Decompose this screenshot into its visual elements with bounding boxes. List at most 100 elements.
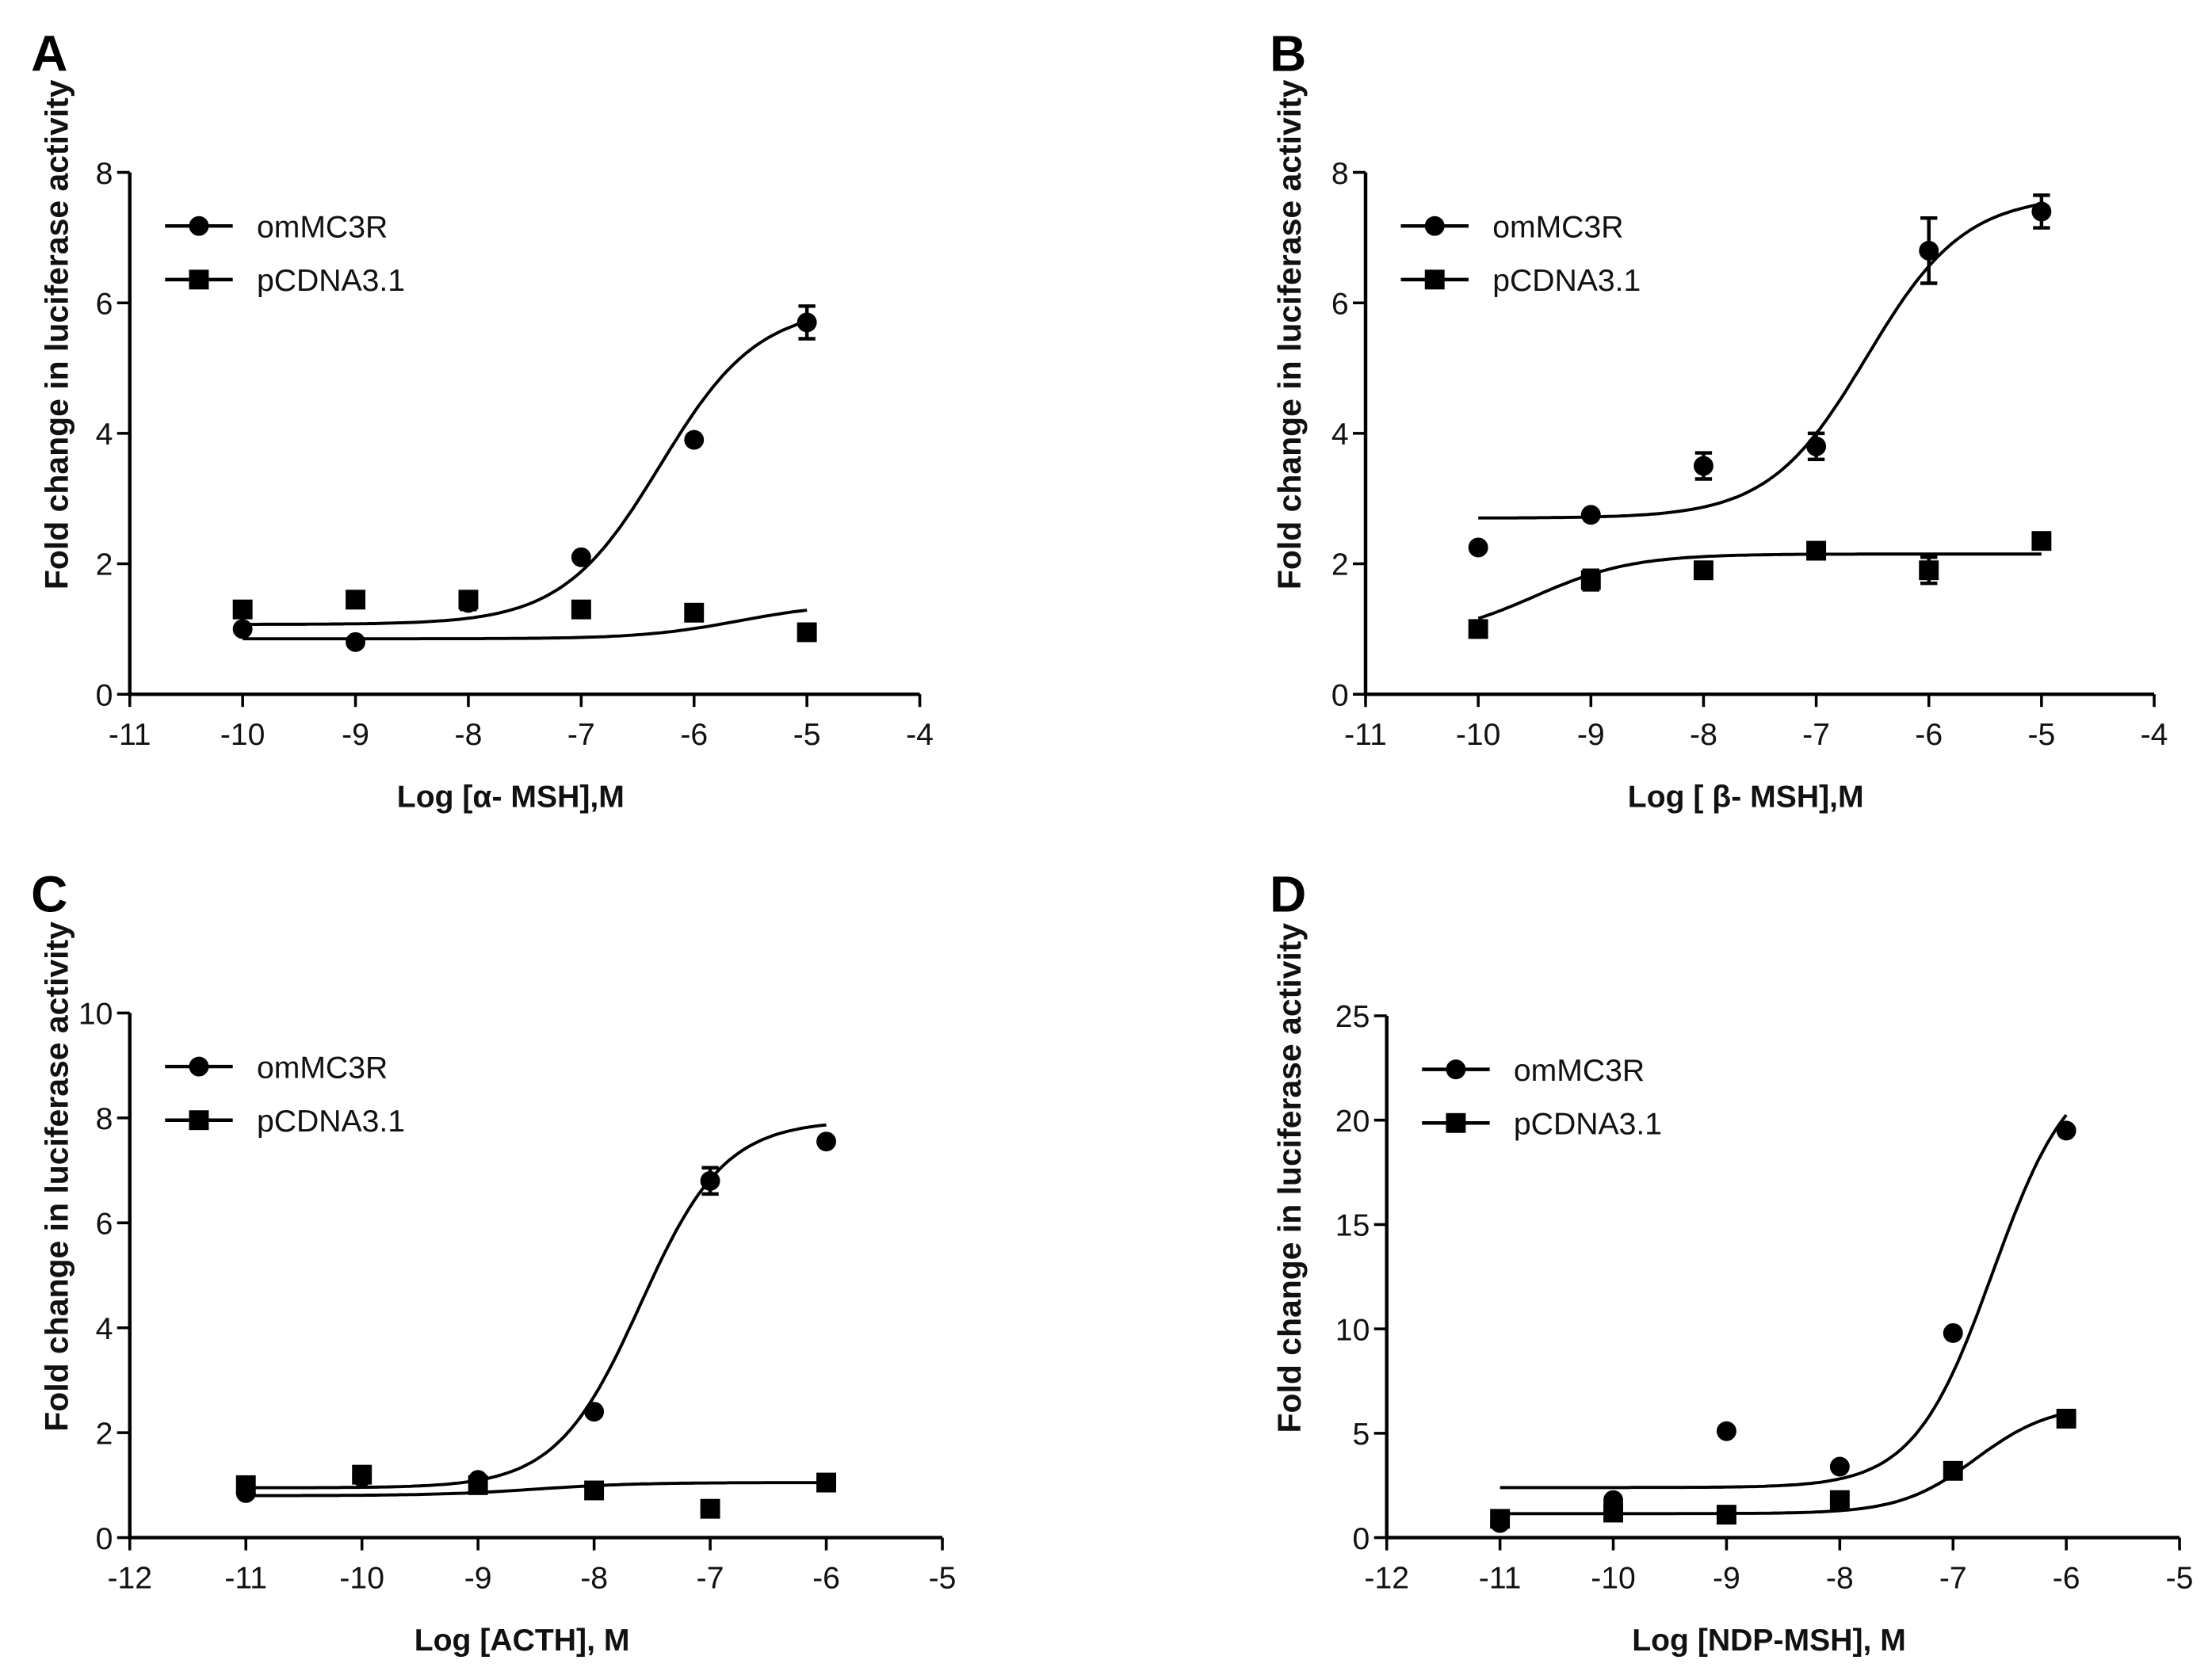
fit-curve xyxy=(1478,202,2042,520)
legend-square-marker xyxy=(1446,1112,1466,1133)
fit-curve xyxy=(243,609,808,641)
x-tick-label: -10 xyxy=(1456,718,1501,752)
x-axis-label: Log [ACTH], M xyxy=(415,1624,630,1658)
x-tick-label: -6 xyxy=(680,718,708,752)
x-tick-label: -10 xyxy=(339,1562,384,1596)
data-point xyxy=(1919,560,1939,581)
data-point xyxy=(346,632,366,652)
x-tick-label: -7 xyxy=(697,1562,724,1596)
legend-label: omMC3R xyxy=(1514,1054,1645,1088)
x-tick-label: -6 xyxy=(1915,718,1943,752)
fit-curve xyxy=(1499,1113,2068,1490)
x-tick-label: -11 xyxy=(109,718,151,752)
data-point xyxy=(700,1170,720,1191)
y-tick-label: 10 xyxy=(1335,1313,1370,1347)
x-tick-label: -5 xyxy=(929,1562,957,1596)
x-tick-label: -12 xyxy=(107,1562,152,1596)
data-point xyxy=(1603,1502,1623,1523)
y-tick-label: 6 xyxy=(96,1208,113,1242)
data-point xyxy=(458,590,479,610)
legend-label: pCDNA3.1 xyxy=(1514,1108,1662,1142)
panel-c: C -12 -11 -10 -9 -8 -7 -6 -5 0 2 4 6 8 10 Log [ACTH], M… xyxy=(31,865,956,1658)
legend-square-marker xyxy=(1424,269,1445,290)
y-tick-label: 10 xyxy=(78,998,113,1032)
data-point xyxy=(1580,570,1601,590)
legend-circle-marker xyxy=(1446,1059,1466,1080)
fit-curve xyxy=(243,319,808,627)
data-point xyxy=(684,602,705,623)
data-point xyxy=(232,599,253,620)
data-point xyxy=(235,1475,256,1495)
legend-square-marker xyxy=(189,1110,209,1131)
legend-circle-marker xyxy=(1424,216,1445,236)
data-point xyxy=(1943,1460,1963,1481)
series-ommc3r: omMC3R xyxy=(165,1051,837,1503)
y-axis-label: Fold change in luciferase activity xyxy=(38,922,74,1432)
data-point xyxy=(1693,456,1713,476)
panel-label: C xyxy=(31,865,67,922)
legend-circle-marker xyxy=(189,216,209,236)
data-point xyxy=(2031,201,2052,222)
y-tick-label: 0 xyxy=(96,678,113,712)
data-point xyxy=(797,312,817,333)
x-tick-label: -8 xyxy=(1690,718,1717,752)
x-tick-label: -9 xyxy=(1577,718,1605,752)
data-point xyxy=(1468,619,1488,639)
x-tick-label: -4 xyxy=(2141,718,2168,752)
data-point xyxy=(468,1475,488,1495)
x-tick-label: -8 xyxy=(455,718,483,752)
panel-b: B -11 -10 -9 -8 -7 -6 -5 -4 0 2 4 6 8 Log [ β- MSH],M F… xyxy=(1270,25,2168,814)
data-point xyxy=(1490,1509,1511,1529)
panel-label: D xyxy=(1270,865,1306,922)
data-point xyxy=(571,599,591,620)
x-tick-label: -5 xyxy=(2166,1562,2194,1596)
data-point xyxy=(1829,1456,1850,1477)
y-tick-label: 0 xyxy=(1331,678,1349,712)
data-point xyxy=(352,1464,372,1485)
x-tick-label: -11 xyxy=(1344,718,1387,752)
x-tick-label: -5 xyxy=(793,718,821,752)
y-axis-label: Fold change in luciferase activity xyxy=(1271,923,1308,1433)
series-pcdna3-1: pCDNA3.1 xyxy=(165,264,817,643)
y-tick-label: 6 xyxy=(96,287,113,321)
series-pcdna3-1: pCDNA3.1 xyxy=(165,1105,837,1519)
data-point xyxy=(346,590,366,610)
data-point xyxy=(1829,1490,1850,1510)
x-tick-label: -4 xyxy=(906,718,934,752)
x-tick-label: -7 xyxy=(1939,1562,1967,1596)
y-tick-label: 8 xyxy=(96,1102,113,1136)
x-tick-label: -7 xyxy=(567,718,595,752)
x-tick-label: -8 xyxy=(1826,1562,1854,1596)
y-tick-label: 4 xyxy=(1331,418,1349,452)
series-pcdna3-1: pCDNA3.1 xyxy=(1422,1108,2076,1529)
data-point xyxy=(584,1480,605,1501)
data-point xyxy=(1806,436,1827,456)
legend-label: pCDNA3.1 xyxy=(1492,264,1641,298)
x-tick-label: -6 xyxy=(812,1562,840,1596)
y-tick-label: 2 xyxy=(96,1417,113,1451)
x-axis-label: Log [NDP-MSH], M xyxy=(1632,1624,1906,1658)
data-point xyxy=(1806,540,1827,561)
legend-square-marker xyxy=(189,269,209,290)
x-axis-label: Log [ β- MSH],M xyxy=(1628,780,1864,815)
panel-label: A xyxy=(31,25,67,82)
fit-curve xyxy=(1499,1411,2067,1516)
x-tick-label: -9 xyxy=(1713,1562,1740,1596)
data-point xyxy=(816,1472,837,1493)
data-point xyxy=(1468,537,1488,558)
legend-circle-marker xyxy=(189,1056,209,1077)
data-point xyxy=(232,619,253,639)
x-tick-label: -6 xyxy=(2053,1562,2080,1596)
x-tick-label: -10 xyxy=(1591,1562,1636,1596)
y-tick-label: 4 xyxy=(96,418,113,452)
y-tick-label: 8 xyxy=(96,157,113,191)
panel-a: A -11 -10 -9 -8 -7 -6 -5 -4 0 2 4 6 8 Log [α- MSH],M Fo… xyxy=(31,25,934,814)
x-tick-label: -5 xyxy=(2027,718,2055,752)
legend-label: omMC3R xyxy=(257,210,388,244)
legend-label: pCDNA3.1 xyxy=(257,264,405,298)
x-tick-label: -11 xyxy=(1479,1562,1522,1596)
x-tick-label: -7 xyxy=(1802,718,1830,752)
data-point xyxy=(700,1498,720,1519)
legend-label: omMC3R xyxy=(257,1051,388,1085)
